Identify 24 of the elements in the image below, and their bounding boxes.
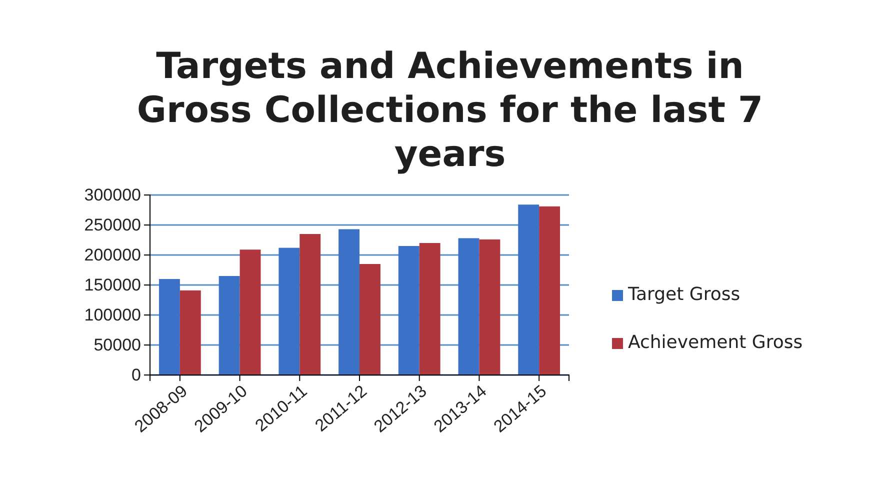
bar: [240, 250, 261, 375]
bar: [180, 290, 201, 375]
bar: [360, 264, 380, 375]
y-tick-label: 50000: [94, 335, 141, 354]
bar: [300, 234, 321, 375]
y-tick-label: 150000: [84, 275, 141, 294]
bar: [539, 206, 560, 375]
bar: [338, 229, 360, 375]
y-tick-label: 300000: [84, 185, 141, 204]
y-tick-label: 100000: [84, 305, 141, 324]
bar: [518, 204, 540, 375]
bar: [278, 248, 300, 375]
bar: [398, 246, 420, 375]
bar: [158, 279, 180, 375]
legend-label: Achievement Gross: [628, 332, 803, 353]
y-tick-label: 200000: [84, 245, 141, 264]
y-tick-label: 0: [132, 365, 141, 384]
bar: [458, 238, 480, 375]
bar: [419, 243, 440, 375]
chart-title: Targets and Achievements in Gross Collections for the last 7 years: [136, 46, 764, 175]
bar: [479, 239, 500, 375]
bar: [218, 276, 240, 375]
legend-label: Target Gross: [627, 284, 740, 305]
y-tick-label: 250000: [84, 215, 141, 234]
